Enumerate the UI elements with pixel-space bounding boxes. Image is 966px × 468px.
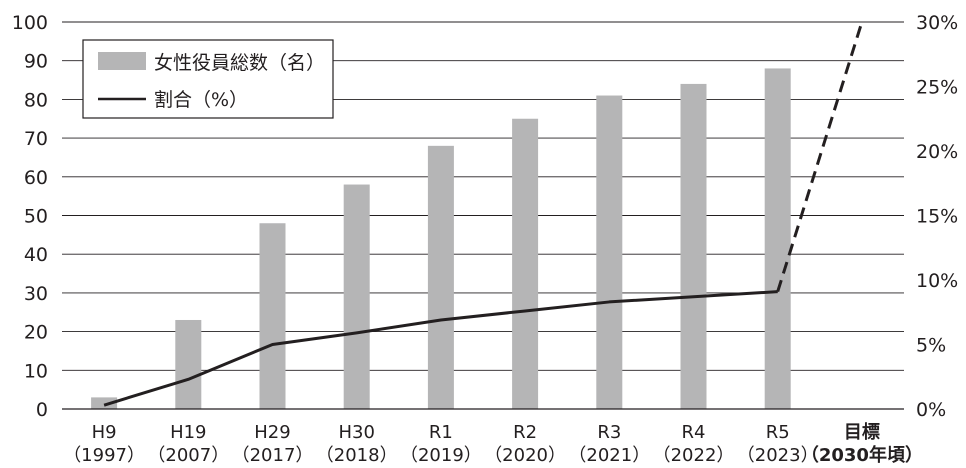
bar-0 — [91, 397, 118, 409]
x-tick-sublabel: （2023） — [737, 445, 819, 466]
right-tick-label: 25% — [916, 77, 958, 99]
left-tick-label: 0 — [36, 399, 48, 421]
left-tick-label: 90 — [24, 51, 48, 73]
x-tick-sublabel: （2022） — [653, 445, 735, 466]
right-tick-label: 15% — [916, 206, 958, 228]
right-tick-label: 10% — [916, 270, 958, 292]
left-tick-label: 10 — [24, 360, 48, 382]
bar-5 — [512, 118, 539, 409]
left-tick-label: 20 — [24, 322, 48, 344]
x-tick-sublabel: （2007） — [147, 445, 229, 466]
bar-7 — [680, 83, 707, 410]
legend-label-bars: 女性役員総数（名） — [154, 52, 325, 74]
bar-8 — [764, 68, 791, 409]
x-tick-sublabel: （2030年頃） — [801, 444, 923, 466]
right-tick-label: 20% — [916, 141, 958, 163]
x-tick-sublabel: （2019） — [400, 445, 482, 466]
left-axis-ticks: 0 10 20 30 40 50 60 70 80 90 100 — [12, 12, 48, 421]
right-tick-label: 30% — [916, 12, 958, 34]
left-tick-label: 60 — [24, 167, 48, 189]
x-tick-label: H29 — [254, 422, 290, 443]
bar-4 — [427, 145, 454, 409]
x-tick-sublabel: （2020） — [484, 445, 566, 466]
x-tick-label: R3 — [597, 422, 621, 443]
left-tick-label: 80 — [24, 89, 48, 111]
x-tick-sublabel: （2017） — [232, 445, 314, 466]
bar-3 — [343, 184, 370, 409]
left-tick-label: 30 — [24, 283, 48, 305]
right-tick-label: 0% — [916, 399, 946, 421]
bars — [91, 68, 791, 410]
bar-1 — [175, 319, 202, 409]
x-tick-label: R1 — [429, 422, 453, 443]
x-tick-label: R5 — [766, 422, 790, 443]
x-tick-label: H9 — [92, 422, 117, 443]
legend: 女性役員総数（名） 割合（%） — [82, 39, 334, 119]
grid — [62, 21, 904, 371]
ratio-line-target-dashed — [776, 21, 864, 293]
left-tick-label: 70 — [24, 128, 48, 150]
left-tick-label: 100 — [12, 12, 48, 34]
bar-2 — [259, 223, 286, 409]
ratio-line — [103, 21, 864, 407]
legend-label-line: 割合（%） — [154, 89, 248, 111]
x-tick-sublabel: （2021） — [568, 445, 650, 466]
x-tick-label: R2 — [513, 422, 537, 443]
x-tick-label: 目標 — [844, 421, 880, 443]
right-axis-ticks: 0% 5% 10% 15% 20% 25% 30% — [916, 12, 958, 421]
x-tick-label: H30 — [338, 422, 374, 443]
left-tick-label: 50 — [24, 206, 48, 228]
legend-bar-swatch — [98, 52, 146, 70]
x-tick-sublabel: （2018） — [316, 445, 398, 466]
x-axis-ticks: H9（1997）H19（2007）H29（2017）H30（2018）R1（20… — [63, 421, 923, 466]
x-tick-label: H19 — [170, 422, 206, 443]
x-tick-sublabel: （1997） — [63, 445, 145, 466]
bar-6 — [596, 95, 623, 409]
right-tick-label: 5% — [916, 335, 946, 357]
x-tick-label: R4 — [682, 422, 706, 443]
left-tick-label: 40 — [24, 244, 48, 266]
